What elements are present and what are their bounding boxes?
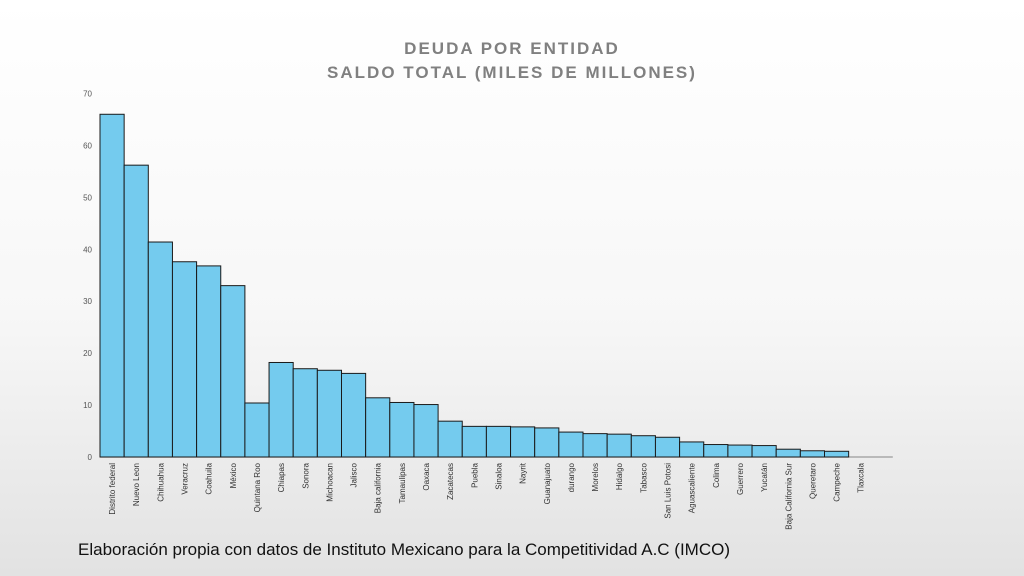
category-label: Veracruz: [181, 463, 190, 495]
category-label: Quintana Roo: [253, 462, 262, 512]
bar: [534, 427, 560, 458]
bar: [99, 113, 125, 458]
y-tick-label: 60: [83, 141, 92, 150]
bar: [316, 369, 343, 458]
category-label: México: [229, 462, 238, 488]
category-label: Baja california: [374, 462, 383, 513]
bar: [365, 397, 391, 458]
category-label: Baja California Sur: [784, 463, 793, 530]
category-label: Michoacan: [325, 463, 334, 502]
bar: [123, 164, 149, 458]
y-tick-label: 30: [83, 297, 92, 306]
y-tick-label: 70: [83, 90, 92, 99]
bar: [389, 401, 415, 458]
category-label: Guerrero: [736, 462, 745, 495]
category-label: Tamaulipas: [398, 463, 407, 503]
category-label: Chihuahua: [156, 462, 165, 501]
category-label: Morelos: [591, 463, 600, 491]
bar: [413, 404, 439, 458]
bar: [485, 425, 512, 458]
category-label: Nayrit: [519, 462, 528, 484]
chart-title: DEUDA POR ENTIDAD: [404, 39, 620, 58]
bar: [461, 425, 487, 458]
category-label: Guanajuato: [543, 462, 552, 504]
category-label: Chiapas: [277, 463, 286, 492]
bar: [630, 435, 656, 458]
bar: [799, 450, 825, 458]
category-label: Tlaxcala: [857, 462, 866, 492]
bar: [196, 265, 222, 458]
category-label: Hidalgo: [615, 462, 624, 490]
bar: [679, 441, 705, 458]
y-tick-label: 20: [83, 349, 92, 358]
bar: [437, 420, 463, 458]
category-label: Zacatecas: [446, 463, 455, 500]
category-label: Campeche: [833, 462, 842, 501]
category-label: Coahuila: [205, 462, 214, 494]
bar: [292, 368, 318, 458]
category-label: Yucatán: [760, 463, 769, 492]
category-label: Colima: [712, 462, 721, 487]
bar: [268, 361, 294, 458]
bar: [582, 433, 608, 458]
y-tick-label: 50: [83, 193, 92, 202]
category-label: Oaxaca: [422, 462, 431, 490]
bar: [775, 448, 801, 458]
bar: [171, 261, 198, 458]
bar: [751, 445, 777, 458]
y-tick-label: 10: [83, 401, 92, 410]
y-tick-label: 40: [83, 245, 92, 254]
bar: [220, 285, 246, 458]
source-caption: Elaboración propia con datos de Institut…: [78, 540, 730, 559]
category-label: durango: [567, 462, 576, 492]
category-label: Jalisco: [350, 462, 359, 487]
bar: [727, 444, 753, 458]
y-tick-label: 0: [88, 453, 93, 462]
bar: [558, 431, 584, 458]
category-label: Tabasco: [639, 462, 648, 492]
category-label: Sonora: [301, 462, 310, 488]
category-label: Distrito federal: [108, 463, 117, 515]
chart-subtitle: SALDO TOTAL (MILES DE MILLONES): [327, 63, 697, 82]
category-label: Puebla: [470, 462, 479, 487]
category-label: Aguascaliente: [688, 462, 697, 513]
bar: [341, 372, 367, 458]
bar: [824, 450, 850, 458]
bar: [703, 444, 729, 458]
category-label: San Luis Potosi: [664, 463, 673, 519]
bar: [654, 436, 681, 458]
bar: [244, 402, 270, 458]
category-label: Queretaro: [808, 462, 817, 499]
bar: [606, 433, 632, 458]
bar: [510, 426, 536, 458]
bar: [147, 241, 173, 458]
category-label: Sinaloa: [494, 462, 503, 489]
category-label: Nuevo Leon: [132, 463, 141, 506]
